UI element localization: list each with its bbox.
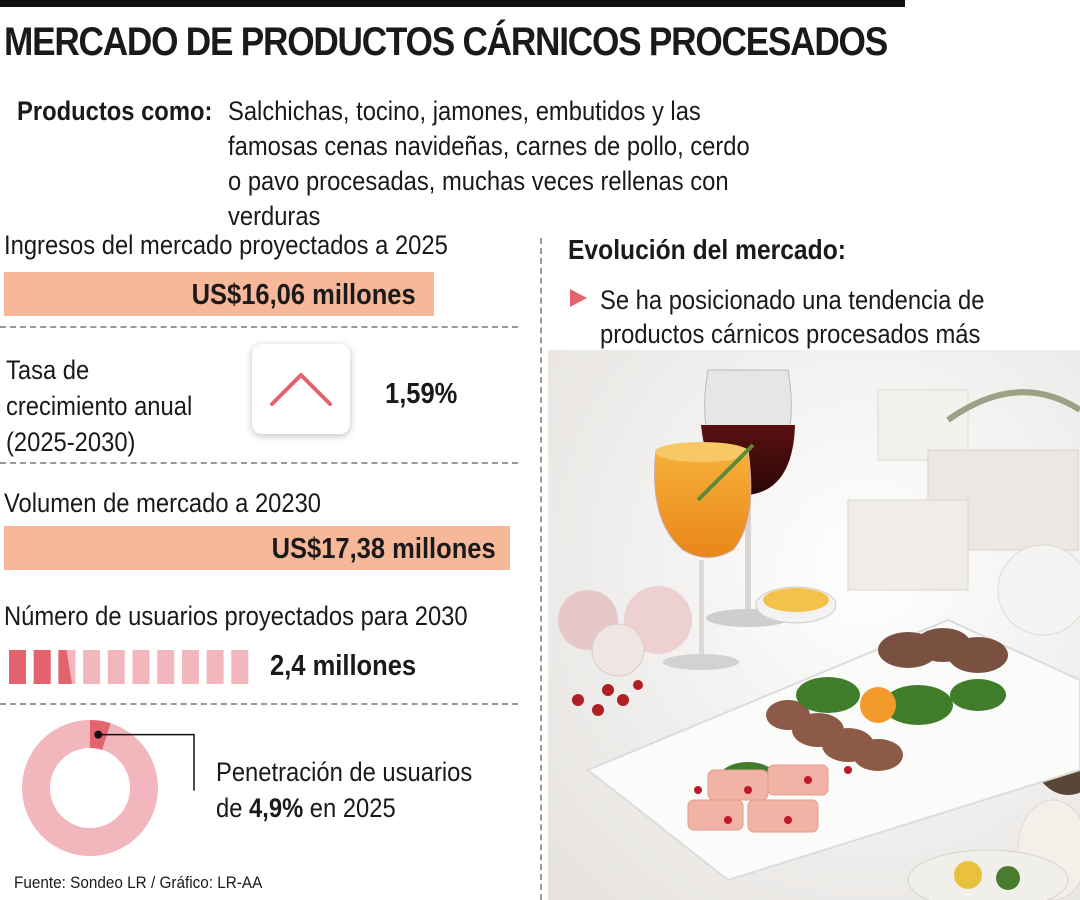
users-value: 2,4 millones — [270, 650, 417, 682]
donut-ring — [22, 720, 158, 856]
users-label: Número de usuarios proyectados para 2030 — [4, 601, 468, 631]
column-divider — [540, 238, 542, 900]
divider — [0, 326, 518, 328]
user-block-filled — [58, 650, 72, 684]
revenue-value: US$16,06 millones — [191, 279, 416, 311]
penetration-suffix: en 2025 — [303, 793, 396, 823]
user-block-filled — [33, 650, 51, 684]
christmas-dinner-photo — [548, 350, 1080, 900]
user-block — [181, 650, 199, 684]
evolution-title: Evolución del mercado: — [568, 234, 846, 265]
volume-label: Volumen de mercado a 20230 — [4, 488, 322, 518]
growth-label: Tasa de crecimiento anual (2025-2030) — [6, 355, 193, 457]
up-chevron-icon — [270, 373, 332, 406]
divider — [0, 462, 518, 464]
user-block — [107, 650, 125, 684]
leader-line — [98, 733, 195, 791]
penetration-title: Penetración de usuarios — [216, 757, 473, 787]
top-rule — [0, 0, 905, 7]
user-block — [231, 650, 249, 684]
page-title: MERCADO DE PRODUCTOS CÁRNICOS PROCESADOS — [4, 20, 888, 64]
revenue-label: Ingresos del mercado proyectados a 2025 — [4, 230, 448, 260]
revenue-bar — [4, 272, 434, 316]
penetration-value: 4,9% — [249, 793, 304, 823]
source-note: Fuente: Sondeo LR / Gráfico: LR-AA — [14, 873, 263, 892]
user-block-filled — [9, 650, 26, 684]
volume-value: US$17,38 millones — [271, 533, 496, 565]
growth-value: 1,59% — [385, 378, 458, 410]
user-block — [132, 650, 150, 684]
growth-icon-box — [252, 344, 350, 434]
products-text: Salchichas, tocino, jamones, embutidos y… — [228, 96, 750, 231]
penetration-text: Penetración de usuarios de 4,9% en 2025 — [216, 754, 472, 826]
user-block — [206, 650, 224, 684]
divider — [0, 703, 518, 705]
penetration-donut — [22, 720, 195, 856]
user-block — [157, 650, 175, 684]
products-label: Productos como: — [17, 96, 213, 126]
bullet-triangle-icon — [570, 289, 587, 307]
penetration-prefix: de — [216, 793, 250, 823]
users-pictogram — [9, 650, 249, 684]
volume-bar — [4, 526, 510, 570]
user-block — [83, 650, 101, 684]
